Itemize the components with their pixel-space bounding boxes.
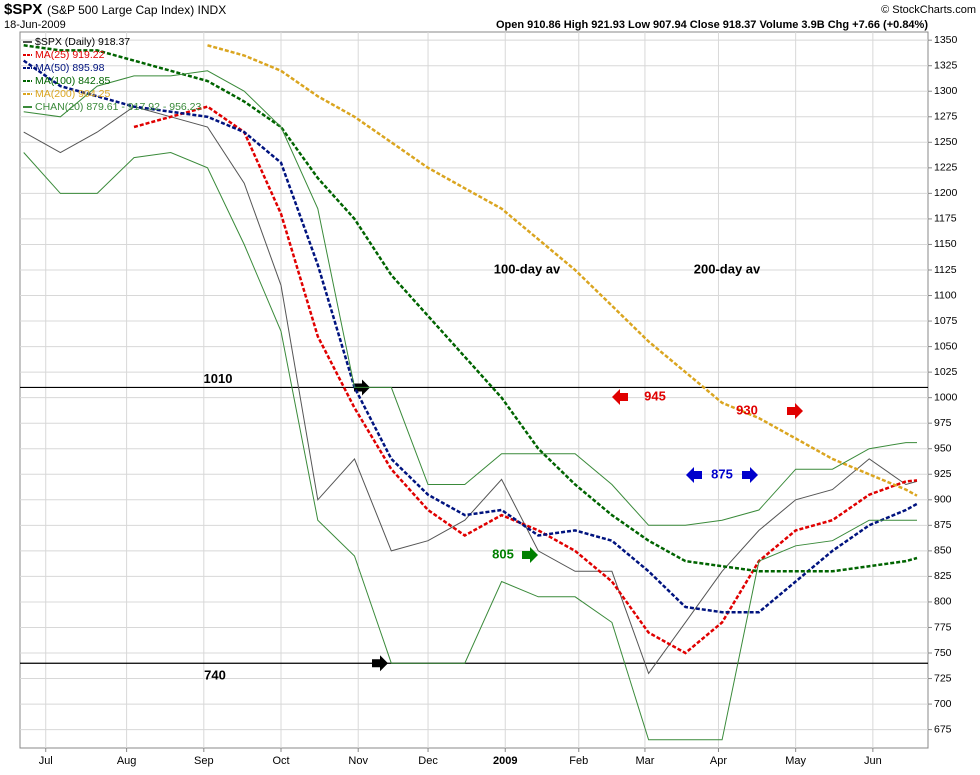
y-tick-label: 725 xyxy=(934,672,952,684)
y-tick-label: 875 xyxy=(934,519,952,531)
arrow xyxy=(522,547,538,563)
y-tick-label: 1325 xyxy=(934,59,958,71)
ma-line xyxy=(23,44,918,573)
ma-line xyxy=(22,59,918,614)
legend-label: MA(25) 919.22 xyxy=(35,49,105,61)
hline-label: 740 xyxy=(204,668,226,683)
source: © StockCharts.com xyxy=(881,4,976,16)
ma-line xyxy=(133,105,918,655)
ma-line xyxy=(207,44,918,497)
channel-lower xyxy=(23,151,917,741)
plot-frame xyxy=(19,31,929,749)
y-tick-label: 1150 xyxy=(934,238,957,250)
arrow xyxy=(686,467,702,483)
arrow xyxy=(787,403,803,419)
y-tick-label: 750 xyxy=(934,647,952,659)
y-tick-label: 825 xyxy=(934,570,952,582)
legend-label: MA(200) 904.25 xyxy=(35,88,110,100)
chart-subtitle: (S&P 500 Large Cap Index) INDX xyxy=(47,3,226,17)
price-line xyxy=(23,106,918,675)
x-tick-label: Apr xyxy=(710,755,727,767)
y-tick-label: 850 xyxy=(934,545,952,557)
x-tick-label: Jul xyxy=(39,755,53,767)
annotation: 200-day av xyxy=(694,261,761,276)
legend-label: MA(50) 895.98 xyxy=(35,62,105,74)
annotation: 875 xyxy=(711,466,733,481)
y-tick-label: 1200 xyxy=(934,187,958,199)
y-tick-label: 700 xyxy=(934,698,952,710)
y-tick-label: 1125 xyxy=(934,264,957,276)
x-tick-label: 2009 xyxy=(493,755,517,767)
x-tick-label: Jun xyxy=(864,755,882,767)
x-tick-label: Feb xyxy=(569,755,588,767)
y-tick-label: 1175 xyxy=(934,213,957,225)
x-tick-label: May xyxy=(785,755,806,767)
legend-label: MA(100) 842.85 xyxy=(35,75,110,87)
y-tick-label: 925 xyxy=(934,468,952,480)
chart-date: 18-Jun-2009 xyxy=(4,19,66,31)
y-tick-label: 675 xyxy=(934,723,952,735)
y-tick-label: 1275 xyxy=(934,111,958,123)
annotation: 805 xyxy=(492,546,514,561)
y-tick-label: 1100 xyxy=(934,289,957,301)
arrow xyxy=(372,655,388,672)
y-tick-label: 1350 xyxy=(934,34,958,46)
y-tick-label: 1050 xyxy=(934,340,958,352)
annotation: 100-day av xyxy=(494,261,561,276)
x-tick-label: Sep xyxy=(194,755,214,767)
annotation: 930 xyxy=(736,402,758,417)
x-tick-label: Mar xyxy=(635,755,654,767)
channel-upper xyxy=(23,70,917,526)
chart-title: $SPX xyxy=(4,1,42,18)
y-tick-label: 800 xyxy=(934,596,952,608)
y-tick-label: 1025 xyxy=(934,366,958,378)
legend-label: CHAN(20) 879.61 - 917.92 - 956.23 xyxy=(35,101,202,113)
y-tick-label: 775 xyxy=(934,621,952,633)
arrow xyxy=(612,389,628,405)
hline-label: 1010 xyxy=(204,371,233,386)
y-tick-label: 950 xyxy=(934,443,952,455)
annotation: 945 xyxy=(644,388,666,403)
y-tick-label: 900 xyxy=(934,494,952,506)
y-tick-label: 1300 xyxy=(934,85,958,97)
y-tick-label: 1075 xyxy=(934,315,958,327)
arrow xyxy=(742,467,758,483)
x-tick-label: Oct xyxy=(272,755,289,767)
y-tick-label: 975 xyxy=(934,417,952,429)
y-tick-label: 1225 xyxy=(934,162,958,174)
legend-label: $SPX (Daily) 918.37 xyxy=(35,36,130,48)
y-tick-label: 1250 xyxy=(934,136,958,148)
y-tick-label: 1000 xyxy=(934,391,958,403)
x-tick-label: Aug xyxy=(117,755,137,767)
x-tick-label: Nov xyxy=(348,755,368,767)
quote: Open 910.86 High 921.93 Low 907.94 Close… xyxy=(496,19,928,31)
x-tick-label: Dec xyxy=(418,755,438,767)
